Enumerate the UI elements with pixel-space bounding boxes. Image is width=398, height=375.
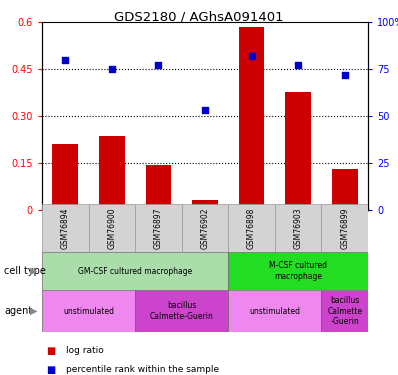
Text: unstimulated: unstimulated <box>63 306 114 315</box>
Text: GSM76902: GSM76902 <box>201 207 209 249</box>
Text: bacillus
Calmette
-Guerin: bacillus Calmette -Guerin <box>327 296 362 326</box>
Text: ▶: ▶ <box>30 306 38 316</box>
Bar <box>192 200 218 210</box>
Bar <box>42 290 135 332</box>
Text: GSM76897: GSM76897 <box>154 207 163 249</box>
Bar <box>182 204 228 252</box>
Text: GDS2180 / AGhsA091401: GDS2180 / AGhsA091401 <box>114 10 284 23</box>
Text: ▶: ▶ <box>30 266 38 276</box>
Bar <box>135 290 228 332</box>
Point <box>62 57 68 63</box>
Text: agent: agent <box>4 306 32 316</box>
Bar <box>42 252 228 290</box>
Text: cell type: cell type <box>4 266 46 276</box>
Text: M-CSF cultured
macrophage: M-CSF cultured macrophage <box>269 261 327 281</box>
Bar <box>228 252 368 290</box>
Text: log ratio: log ratio <box>66 346 103 355</box>
Text: GSM76899: GSM76899 <box>340 207 349 249</box>
Point <box>248 53 255 59</box>
Text: bacillus
Calmette-Guerin: bacillus Calmette-Guerin <box>150 301 214 321</box>
Bar <box>239 27 264 210</box>
Bar <box>322 290 368 332</box>
Bar <box>228 204 275 252</box>
Text: GSM76894: GSM76894 <box>61 207 70 249</box>
Text: percentile rank within the sample: percentile rank within the sample <box>66 365 219 374</box>
Text: ■: ■ <box>46 346 55 356</box>
Text: GM-CSF cultured macrophage: GM-CSF cultured macrophage <box>78 267 192 276</box>
Point <box>295 62 301 68</box>
Bar <box>89 204 135 252</box>
Bar <box>99 136 125 210</box>
Point <box>341 72 348 78</box>
Text: GSM76900: GSM76900 <box>107 207 116 249</box>
Bar <box>42 204 89 252</box>
Bar <box>285 93 311 210</box>
Text: GSM76903: GSM76903 <box>294 207 302 249</box>
Point <box>109 66 115 72</box>
Point <box>202 107 208 113</box>
Text: unstimulated: unstimulated <box>250 306 300 315</box>
Bar <box>275 204 322 252</box>
Text: GSM76898: GSM76898 <box>247 207 256 249</box>
Point <box>155 62 162 68</box>
Text: ■: ■ <box>46 364 55 375</box>
Bar <box>332 169 357 210</box>
Bar <box>322 204 368 252</box>
Bar <box>146 165 171 210</box>
Bar <box>135 204 182 252</box>
Bar <box>53 144 78 210</box>
Bar <box>228 290 322 332</box>
